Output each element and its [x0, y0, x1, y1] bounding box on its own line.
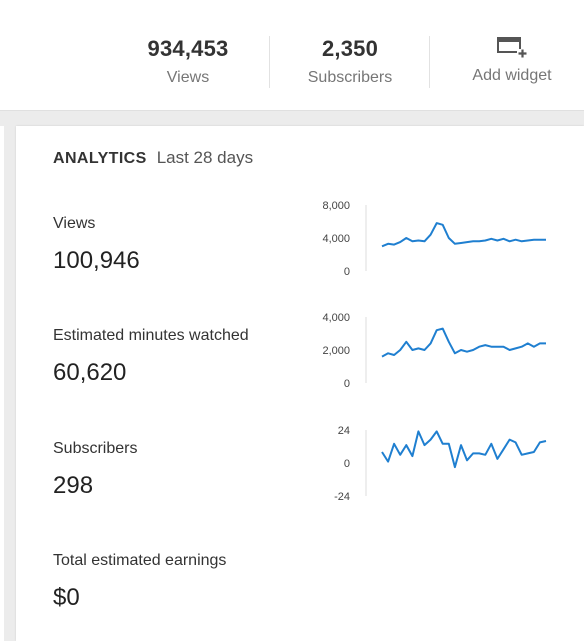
metric-value: $0: [53, 584, 80, 611]
summary-bar: 934,453 Views 2,350 Subscribers Add widg…: [0, 0, 584, 111]
metric-label: Views: [53, 215, 96, 232]
add-widget-label: Add widget: [472, 67, 552, 84]
chart-series-line: [381, 327, 546, 358]
metric-value: 100,946: [53, 247, 140, 274]
minutes-sparkline: 4,000 2,000 0: [316, 312, 556, 392]
add-widget-icon: [497, 37, 528, 58]
summary-subscribers-value: 2,350: [321, 36, 379, 61]
chart-tick-label: 8,000: [322, 200, 350, 212]
chart-tick-label: 0: [344, 378, 350, 390]
metric-value: 60,620: [53, 359, 127, 386]
summary-divider: [269, 36, 270, 88]
views-sparkline: 8,000 4,000 0: [316, 200, 556, 280]
chart-tick-label: -24: [334, 491, 350, 503]
analytics-header: ANALYTICS Last 28 days: [53, 148, 253, 168]
summary-views: 934,453 Views: [128, 36, 248, 87]
analytics-period: Last 28 days: [156, 148, 254, 167]
chart-tick-label: 24: [338, 425, 350, 437]
metric-label: Total estimated earnings: [53, 552, 227, 569]
left-panel-edge: [0, 126, 4, 641]
summary-subscribers-label: Subscribers: [307, 69, 393, 86]
chart-tick-label: 0: [344, 266, 350, 278]
subscribers-chart-svg: 24 0 -24: [334, 425, 547, 503]
analytics-card: ANALYTICS Last 28 days Views 100,946 Esti…: [16, 126, 584, 641]
chart-series-line: [381, 430, 547, 469]
minutes-chart-svg: 4,000 2,000 0: [322, 312, 546, 390]
summary-views-label: Views: [166, 69, 210, 86]
chart-tick-label: 4,000: [322, 233, 350, 245]
chart-series-line: [381, 222, 546, 248]
subscribers-sparkline: 24 0 -24: [316, 425, 556, 505]
metric-label: Estimated minutes watched: [53, 327, 249, 344]
analytics-title: ANALYTICS: [53, 150, 147, 167]
summary-subscribers: 2,350 Subscribers: [290, 36, 410, 87]
metric-earnings: Total estimated earnings $0: [53, 552, 226, 612]
add-widget-button[interactable]: Add widget: [452, 36, 572, 85]
metric-label: Subscribers: [53, 440, 138, 457]
summary-divider: [429, 36, 430, 88]
metric-minutes: Estimated minutes watched 60,620: [53, 327, 249, 387]
chart-tick-label: 2,000: [322, 345, 350, 357]
chart-tick-label: 0: [344, 458, 350, 470]
metric-subscribers: Subscribers 298: [53, 440, 137, 500]
chart-tick-label: 4,000: [322, 312, 350, 324]
metric-value: 298: [53, 472, 94, 499]
summary-views-value: 934,453: [147, 36, 229, 61]
views-chart-svg: 8,000 4,000 0: [322, 200, 546, 278]
metric-views: Views 100,946: [53, 215, 140, 275]
